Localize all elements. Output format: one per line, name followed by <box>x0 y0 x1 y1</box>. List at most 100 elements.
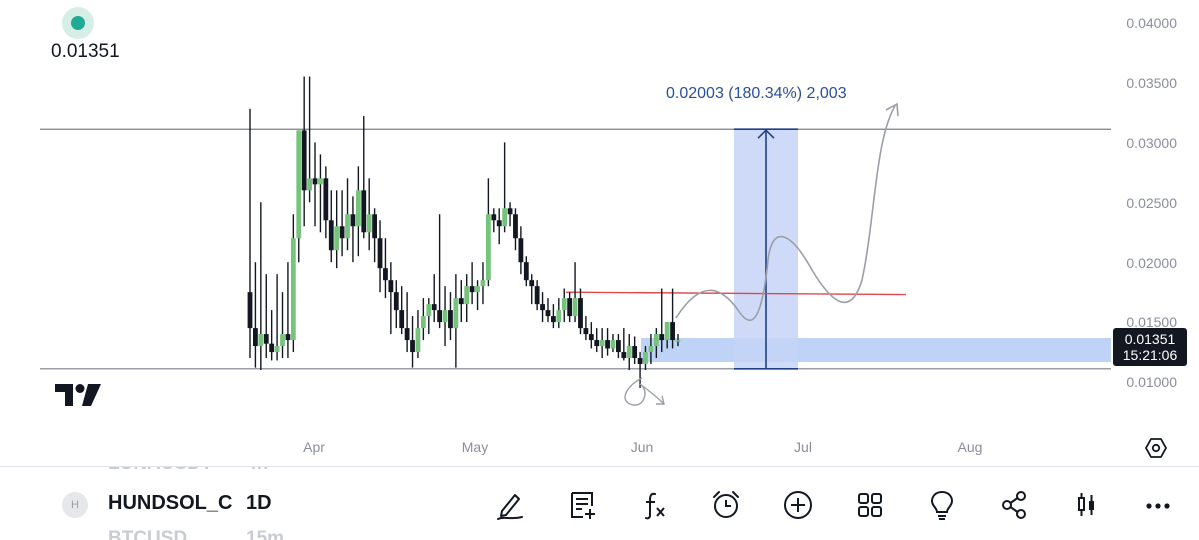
chart-canvas[interactable] <box>0 0 1199 465</box>
add-button[interactable] <box>778 485 818 525</box>
candle-body <box>339 226 345 239</box>
chart-settings-icon[interactable] <box>1144 436 1168 460</box>
x-tick-label: Aug <box>957 439 983 455</box>
candle-body <box>637 358 643 365</box>
candle-body <box>399 310 405 329</box>
candle-body <box>301 130 307 191</box>
candle-body <box>290 238 296 341</box>
candle-body <box>632 346 638 359</box>
layouts-icon <box>858 493 882 517</box>
candle-body <box>491 214 497 221</box>
candle-body <box>350 214 356 227</box>
alert-button[interactable] <box>706 485 746 525</box>
symbol-selector[interactable]: HUNDSOL_C <box>108 492 233 514</box>
candle-body <box>540 304 545 311</box>
ideas-icon <box>930 490 954 520</box>
candle-body <box>383 268 388 281</box>
candle-body <box>594 340 600 347</box>
next-symbol-ghost[interactable]: BTCUSD <box>108 528 188 540</box>
candle-body <box>670 322 675 341</box>
candle-body <box>523 262 529 281</box>
candle-body <box>664 322 670 341</box>
candle-body <box>469 286 475 293</box>
candle-body <box>345 214 350 239</box>
candle-body <box>464 286 470 305</box>
measure-label: 0.02003 (180.34%) 2,003 <box>666 85 847 102</box>
layouts-button[interactable] <box>850 485 890 525</box>
previous-interval-ghost[interactable]: 4h <box>246 467 268 475</box>
candle-body <box>366 214 372 233</box>
candle-body <box>518 238 524 263</box>
candle-body <box>556 310 562 323</box>
header-last-price: 0.01351 <box>51 41 120 62</box>
y-tick-label: 0.03000 <box>1126 135 1177 151</box>
y-tick-label: 0.03500 <box>1126 75 1177 91</box>
previous-symbol-ghost[interactable]: LUNAUSDT <box>108 467 213 475</box>
market-open-dot <box>71 16 85 30</box>
candle-body <box>616 340 621 353</box>
chart-area[interactable]: 0.01351 0.04000 0.03500 0.03000 0.02500 … <box>0 0 1199 465</box>
alarm-icon <box>713 491 739 518</box>
candle-body <box>529 280 535 287</box>
candle-style-icon <box>1078 493 1094 516</box>
add-note-button[interactable] <box>562 485 602 525</box>
share-button[interactable] <box>994 485 1034 525</box>
candle-body <box>274 346 280 353</box>
candle-body <box>404 328 410 341</box>
downside-arrow-head <box>656 395 665 405</box>
candle-body <box>643 352 648 365</box>
more-icon <box>1146 503 1170 509</box>
projection-arrow-head <box>885 102 899 117</box>
indicators-button[interactable] <box>634 485 674 525</box>
y-tick-label: 0.01000 <box>1126 374 1177 390</box>
candle-body <box>312 178 318 185</box>
x-tick-label: Apr <box>303 439 325 455</box>
candle-body <box>545 310 551 317</box>
candle-body <box>269 343 275 353</box>
candle-body <box>675 340 681 342</box>
candle-body <box>328 220 334 251</box>
candle-body <box>502 208 508 227</box>
pen-icon <box>497 494 523 520</box>
add-icon <box>784 491 812 519</box>
candle-body <box>377 238 383 269</box>
candle-body <box>567 298 573 317</box>
candle-body <box>393 292 399 311</box>
ideas-button[interactable] <box>922 485 962 525</box>
projection-path <box>675 105 896 321</box>
bar-countdown: 15:21:06 <box>1122 347 1178 363</box>
candle-body <box>578 298 583 329</box>
more-button[interactable] <box>1138 485 1178 525</box>
candle-body <box>648 346 654 353</box>
candle-body <box>307 178 312 191</box>
candle-body <box>513 214 518 239</box>
drawing-tool-button[interactable] <box>490 485 530 525</box>
candle-body <box>621 352 627 359</box>
resistance-line <box>565 291 907 296</box>
candle-body <box>285 334 291 341</box>
candle-body <box>318 178 323 185</box>
candle-body <box>442 310 448 323</box>
candle-body <box>388 280 394 293</box>
candle-body <box>410 340 415 353</box>
x-tick-label: Jul <box>794 439 812 455</box>
candle-body <box>431 304 437 311</box>
symbol-logo-badge: H <box>62 492 88 518</box>
y-tick-label: 0.02000 <box>1126 255 1177 271</box>
candle-body <box>572 298 578 317</box>
candle-body <box>480 280 486 287</box>
interval-selector[interactable]: 1D <box>246 492 272 514</box>
candle-body <box>263 334 269 344</box>
candle-body <box>659 334 665 341</box>
candle-body <box>507 208 513 215</box>
tradingview-logo-icon[interactable] <box>55 384 103 408</box>
chart-style-button[interactable] <box>1066 485 1106 525</box>
market-status-indicator[interactable] <box>62 7 94 39</box>
current-price-tag: 0.01351 15:21:06 <box>1113 328 1187 366</box>
next-interval-ghost[interactable]: 15m <box>246 528 285 540</box>
candle-body <box>610 340 616 349</box>
note-icon <box>571 492 595 519</box>
indicator-icon <box>645 492 665 520</box>
candle-body <box>485 214 491 281</box>
candle-body <box>334 226 340 251</box>
